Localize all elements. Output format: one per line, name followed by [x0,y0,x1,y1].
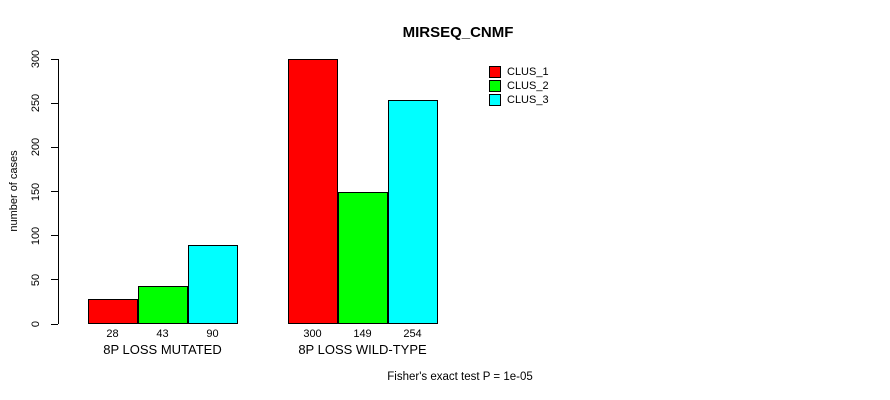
y-axis-tick-label: 200 [30,138,42,157]
legend-swatch-clus-2 [489,80,501,92]
bar-clus-1-8p-loss-mutated [87,299,138,324]
bar-value-label: 90 [206,328,219,340]
y-axis-tick-label: 0 [30,320,42,328]
bar-clus-3-8p-loss-mutated [187,244,238,324]
y-axis-tick [51,191,58,192]
legend-swatch-clus-3 [489,94,501,106]
legend-item-clus-2: CLUS_2 [489,79,549,93]
legend-label: CLUS_1 [507,66,549,78]
y-axis-tick [51,102,58,104]
y-axis-line [58,59,59,324]
legend-item-clus-3: CLUS_3 [489,93,549,107]
bar-value-label: 28 [106,328,119,340]
y-axis-tick-label: 300 [30,49,42,69]
y-axis-tick [51,58,58,60]
bar-value-label: 149 [353,328,372,340]
bar-value-label: 254 [403,328,422,340]
legend-swatch-clus-1 [489,66,501,78]
bar-clus-3-8p-loss-wild-type [387,99,438,324]
legend-label: CLUS_2 [507,80,549,92]
y-axis-label: number of cases [8,150,20,232]
chart-title: MIRSEQ_CNMF [402,24,514,41]
y-axis-tick [51,279,58,281]
category-label-8p-loss-wild-type: 8P LOSS WILD-TYPE [298,342,427,357]
y-axis-tick-label: 100 [30,226,42,245]
bar-value-label: 300 [303,328,322,340]
bar-clus-1-8p-loss-wild-type [287,59,338,324]
bar-clus-2-8p-loss-mutated [137,286,188,324]
annotation-text: Fisher's exact test P = 1e-05 [387,371,533,383]
y-axis-tick [51,235,58,237]
legend-label: CLUS_3 [507,94,549,106]
y-axis-tick [51,146,58,148]
category-label-8p-loss-mutated: 8P LOSS MUTATED [103,342,222,357]
y-axis-tick-label: 50 [30,273,42,286]
y-axis-tick-label: 250 [30,93,42,113]
bar-value-label: 43 [156,328,169,340]
legend-item-clus-1: CLUS_1 [489,65,549,79]
y-axis-tick [51,323,58,325]
y-axis-tick-label: 150 [30,182,42,201]
bar-clus-2-8p-loss-wild-type [337,192,388,324]
legend: CLUS_1 CLUS_2 CLUS_3 [489,65,549,107]
